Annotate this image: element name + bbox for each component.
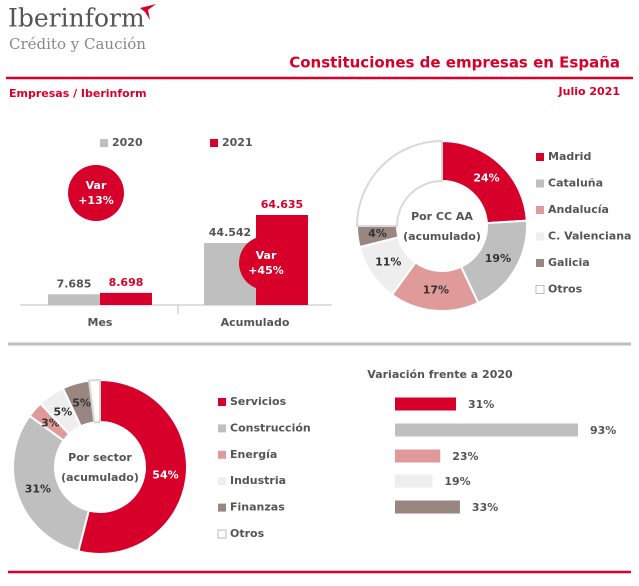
donut-slice (87, 378, 101, 424)
center-label: Por CC AA (411, 210, 473, 223)
legend-label: C. Valenciana (548, 230, 631, 243)
legend-swatch (536, 153, 544, 161)
bar (395, 423, 578, 437)
slice-label: 17% (423, 284, 449, 297)
bar (395, 500, 460, 514)
bar-label: 33% (472, 501, 498, 514)
category-label: Acumulado (221, 316, 290, 329)
legend-label: Otros (548, 283, 583, 296)
category-label: Mes (88, 316, 113, 329)
center-label: (acumulado) (403, 230, 481, 243)
legend-label: Finanzas (230, 501, 285, 514)
legend-label: Construcción (230, 421, 311, 434)
legend-swatch (218, 424, 226, 433)
legend-label: Madrid (548, 150, 591, 163)
legend-swatch (100, 139, 108, 147)
legend-swatch (536, 232, 544, 241)
legend-swatch (218, 398, 226, 406)
tagline: Crédito y Caución (9, 35, 146, 53)
legend-label: 2021 (222, 136, 253, 149)
donut-slice (355, 139, 443, 227)
chart-title: Variación frente a 2020 (367, 368, 513, 381)
legend-swatch (535, 285, 545, 294)
annotation-badge (68, 165, 124, 221)
slice-label: 5% (72, 397, 91, 410)
bar (395, 449, 441, 463)
legend-label: Energía (230, 448, 277, 461)
bar-label: 93% (590, 424, 616, 437)
bar (395, 397, 456, 411)
center-label: (acumulado) (61, 471, 139, 484)
legend-swatch (536, 259, 544, 267)
legend-swatch (536, 179, 544, 188)
legend-label: Industria (230, 474, 286, 487)
source: Empresas / Iberinform (9, 87, 147, 100)
slice-label: 19% (485, 252, 511, 265)
annotation: +45% (248, 264, 284, 277)
bar-label: 8.698 (109, 276, 144, 289)
legend-label: Servicios (230, 395, 287, 408)
bar-label: 7.685 (57, 277, 92, 290)
donut-slice (77, 378, 188, 555)
legend-label: 2020 (112, 136, 143, 149)
bar (100, 292, 152, 305)
bar-label: 31% (468, 398, 494, 411)
legend-swatch (218, 503, 226, 512)
legend-label: Andalucía (548, 203, 609, 216)
legend-swatch (218, 450, 226, 459)
bar-label: 23% (452, 450, 478, 463)
legend-swatch (536, 206, 544, 214)
bar-label: 19% (444, 475, 470, 488)
page-title: Constituciones de empresas en España (289, 54, 620, 72)
annotation-badge (239, 236, 293, 290)
annotation: Var (256, 249, 277, 262)
legend-label: Cataluña (548, 177, 603, 190)
annotation: Var (86, 179, 107, 192)
legend-label: Galicia (548, 256, 590, 269)
legend-label: Otros (230, 527, 265, 540)
logo-icon (140, 4, 156, 20)
brand: Iberinform (8, 4, 145, 33)
slice-label: 5% (54, 405, 73, 418)
slice-label: 31% (25, 482, 51, 495)
slice-label: 11% (375, 256, 401, 269)
bar-label: 64.635 (261, 198, 303, 211)
slice-label: 24% (473, 172, 499, 185)
center-label: Por sector (68, 451, 132, 464)
legend-swatch (210, 139, 218, 147)
date: Julio 2021 (558, 85, 620, 98)
bar (395, 474, 433, 488)
slice-label: 54% (152, 468, 178, 481)
slice-label: 4% (368, 227, 387, 240)
annotation: +13% (78, 194, 114, 207)
bar (48, 294, 100, 305)
bar-label: 44.542 (209, 226, 251, 239)
legend-swatch (218, 477, 226, 486)
legend-swatch (217, 529, 227, 539)
donut-slice (12, 414, 91, 553)
